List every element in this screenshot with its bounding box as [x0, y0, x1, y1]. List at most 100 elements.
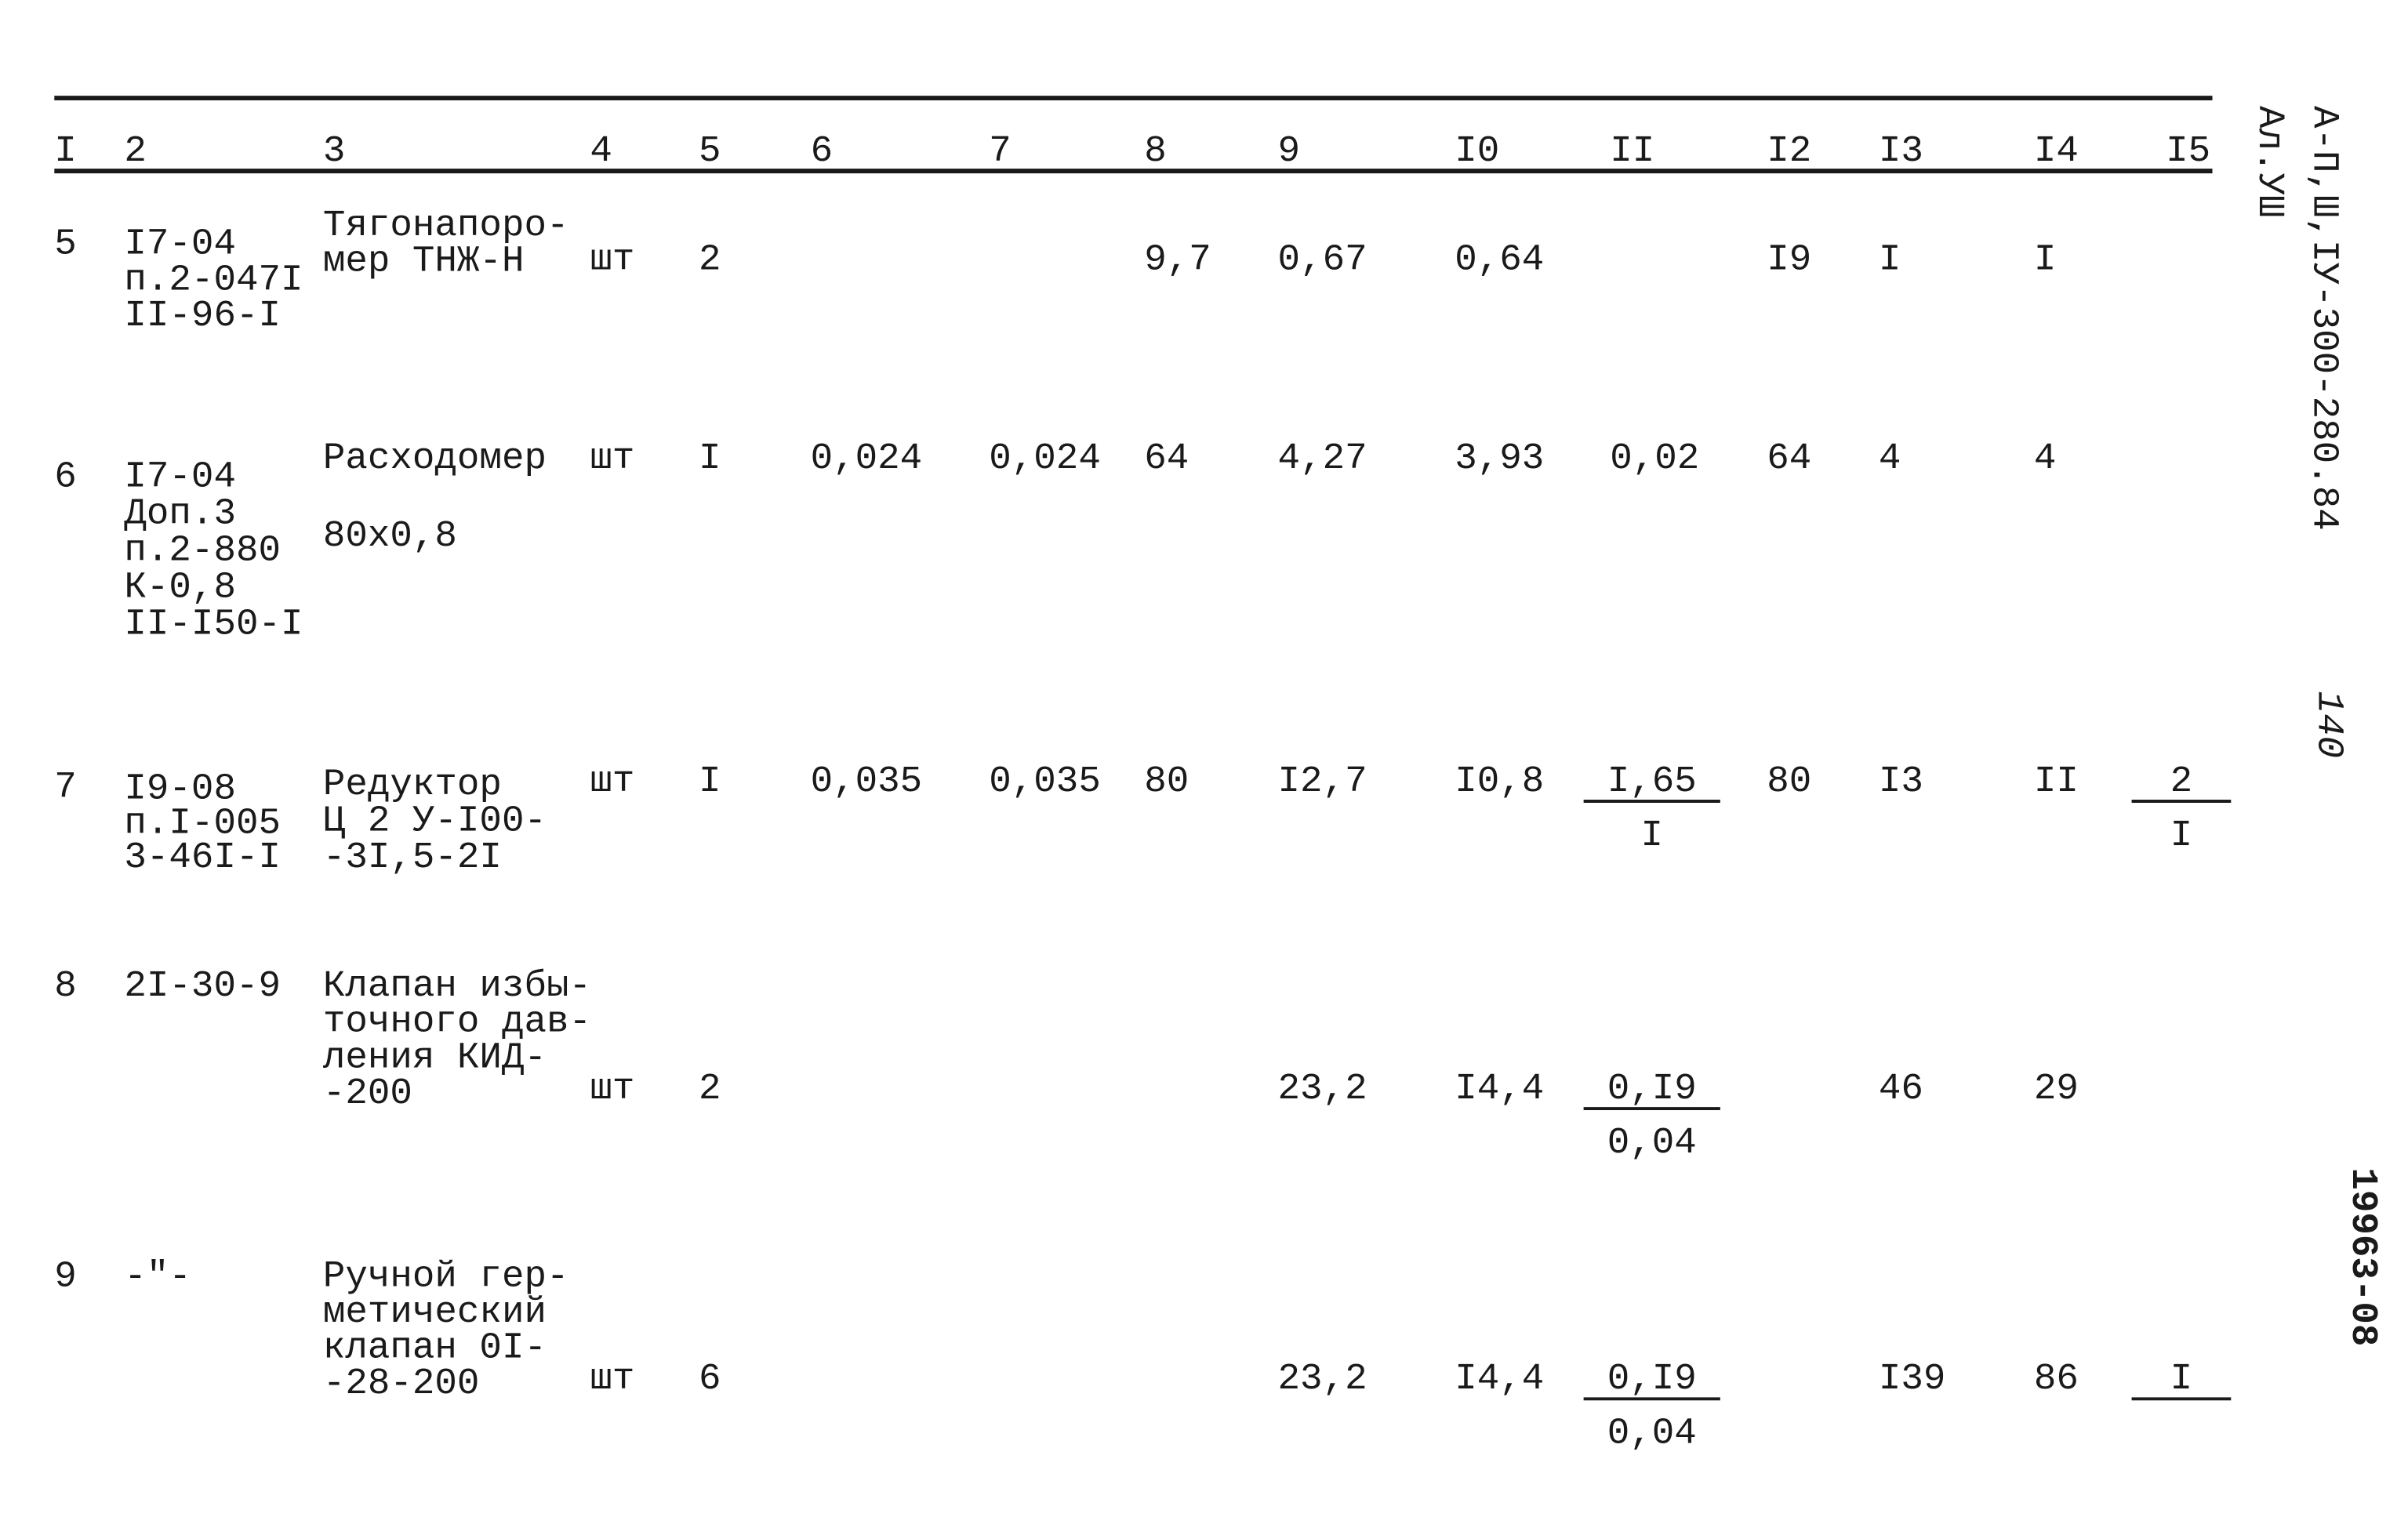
column-header: I3	[1879, 130, 1923, 172]
cell-line: ления КИД-	[323, 1036, 547, 1079]
archive-number: 19963-08	[2341, 1167, 2384, 1346]
cell: 0,035	[989, 760, 1101, 803]
column-header: 4	[590, 130, 612, 172]
cell-line: Редуктор	[323, 764, 502, 806]
fraction-numerator: I	[2170, 1358, 2193, 1400]
cell: 64	[1144, 437, 1189, 480]
cell: II	[2034, 760, 2079, 803]
cell: I	[2034, 239, 2057, 281]
fraction-denominator: I	[1640, 815, 1663, 857]
row-number: 7	[54, 767, 77, 809]
cell-line: п.I-005	[124, 802, 281, 844]
fraction-numerator: I,65	[1607, 760, 1697, 803]
cell: I	[699, 760, 721, 803]
cell-line: I9-08	[124, 768, 236, 811]
cell: 86	[2034, 1358, 2079, 1400]
column-header: 9	[1278, 130, 1301, 172]
cell: 80	[1767, 760, 1811, 803]
cell: I0,8	[1455, 760, 1544, 803]
column-header: 6	[811, 130, 834, 172]
column-header: I5	[2166, 130, 2210, 172]
cell: 3,93	[1455, 437, 1544, 480]
fraction-denominator: 0,04	[1607, 1122, 1697, 1164]
cell-line: п.2-880	[124, 530, 281, 572]
cell: 2	[699, 239, 721, 281]
cell-line: Тягонапоро-	[323, 205, 569, 247]
cell: 2I-30-9	[124, 965, 281, 1007]
cell-line: Доп.3	[124, 493, 236, 535]
cell: 46	[1879, 1068, 1923, 1110]
cell: 9,7	[1144, 239, 1211, 281]
page-number: 140	[2307, 691, 2349, 758]
cell: 2	[699, 1068, 721, 1110]
cell: I3	[1879, 760, 1923, 803]
row-number: 5	[54, 223, 77, 266]
cell-line: Ц 2 У-I00-	[323, 800, 547, 842]
column-header: 2	[124, 130, 147, 172]
cell: шт	[590, 760, 634, 803]
fraction-numerator: 2	[2170, 760, 2193, 803]
fraction-denominator: I	[2170, 815, 2193, 857]
cell-line: I7-04	[124, 223, 236, 266]
cell: 0,024	[989, 437, 1101, 480]
row-number: 6	[54, 456, 77, 499]
cell-line: метический	[323, 1291, 547, 1334]
cell-line: -200	[323, 1073, 412, 1115]
cell: 23,2	[1278, 1358, 1367, 1400]
album: Ал.УШ	[2248, 106, 2290, 218]
cell: 0,02	[1610, 437, 1699, 480]
cell: шт	[590, 239, 634, 281]
cell-line: 80x0,8	[323, 515, 457, 557]
cell: 29	[2034, 1068, 2079, 1110]
cell-line: клапан 0I-	[323, 1327, 547, 1370]
cell: шт	[590, 1068, 634, 1110]
cell-line: -3I,5-2I	[323, 837, 502, 879]
cell: I39	[1879, 1358, 1946, 1400]
cell: 4,27	[1278, 437, 1367, 480]
fraction-denominator: 0,04	[1607, 1412, 1697, 1454]
cell-line: I7-04	[124, 456, 236, 499]
cell-line: мер ТНЖ-Н	[323, 241, 525, 283]
column-header: I4	[2034, 130, 2079, 172]
cell: 23,2	[1278, 1068, 1367, 1110]
cell-line: Ручной гер-	[323, 1255, 569, 1298]
cell: I2,7	[1278, 760, 1367, 803]
column-header: I0	[1455, 130, 1499, 172]
cell-line: II-96-I	[124, 295, 281, 337]
cell: I4,4	[1455, 1358, 1544, 1400]
cell: 0,035	[811, 760, 923, 803]
column-header: 5	[699, 130, 721, 172]
cell: 4	[2034, 437, 2057, 480]
cell: 4	[1879, 437, 1901, 480]
cell: I	[699, 437, 721, 480]
cell: 64	[1767, 437, 1811, 480]
column-header: 3	[323, 130, 346, 172]
column-header: 8	[1144, 130, 1167, 172]
cell-line: -28-200	[323, 1363, 480, 1405]
fraction-numerator: 0,I9	[1607, 1068, 1697, 1110]
row-number: 8	[54, 965, 77, 1007]
cell: шт	[590, 1358, 634, 1400]
cell: I4,4	[1455, 1068, 1544, 1110]
cell-line: II-I50-I	[124, 603, 303, 645]
cell: 0,67	[1278, 239, 1367, 281]
cell-line: Расходомер	[323, 437, 547, 480]
cell: 0,64	[1455, 239, 1544, 281]
column-header: 7	[989, 130, 1012, 172]
cell: 0,024	[811, 437, 923, 480]
cell: I9	[1767, 239, 1811, 281]
document-code: А-П,Ш,IУ-300-280.84	[2303, 106, 2345, 531]
cell-line: 3-46I-I	[124, 837, 281, 879]
cell-line: точного дав-	[323, 1001, 591, 1043]
row-number: 9	[54, 1255, 77, 1298]
cell: шт	[590, 437, 634, 480]
column-header: I2	[1767, 130, 1811, 172]
cell-line: п.2-047I	[124, 259, 303, 301]
column-header: I	[54, 130, 77, 172]
cell: 6	[699, 1358, 721, 1400]
cell-line: К-0,8	[124, 567, 236, 609]
cell-line: Клапан избы-	[323, 965, 591, 1007]
column-header: II	[1610, 130, 1654, 172]
